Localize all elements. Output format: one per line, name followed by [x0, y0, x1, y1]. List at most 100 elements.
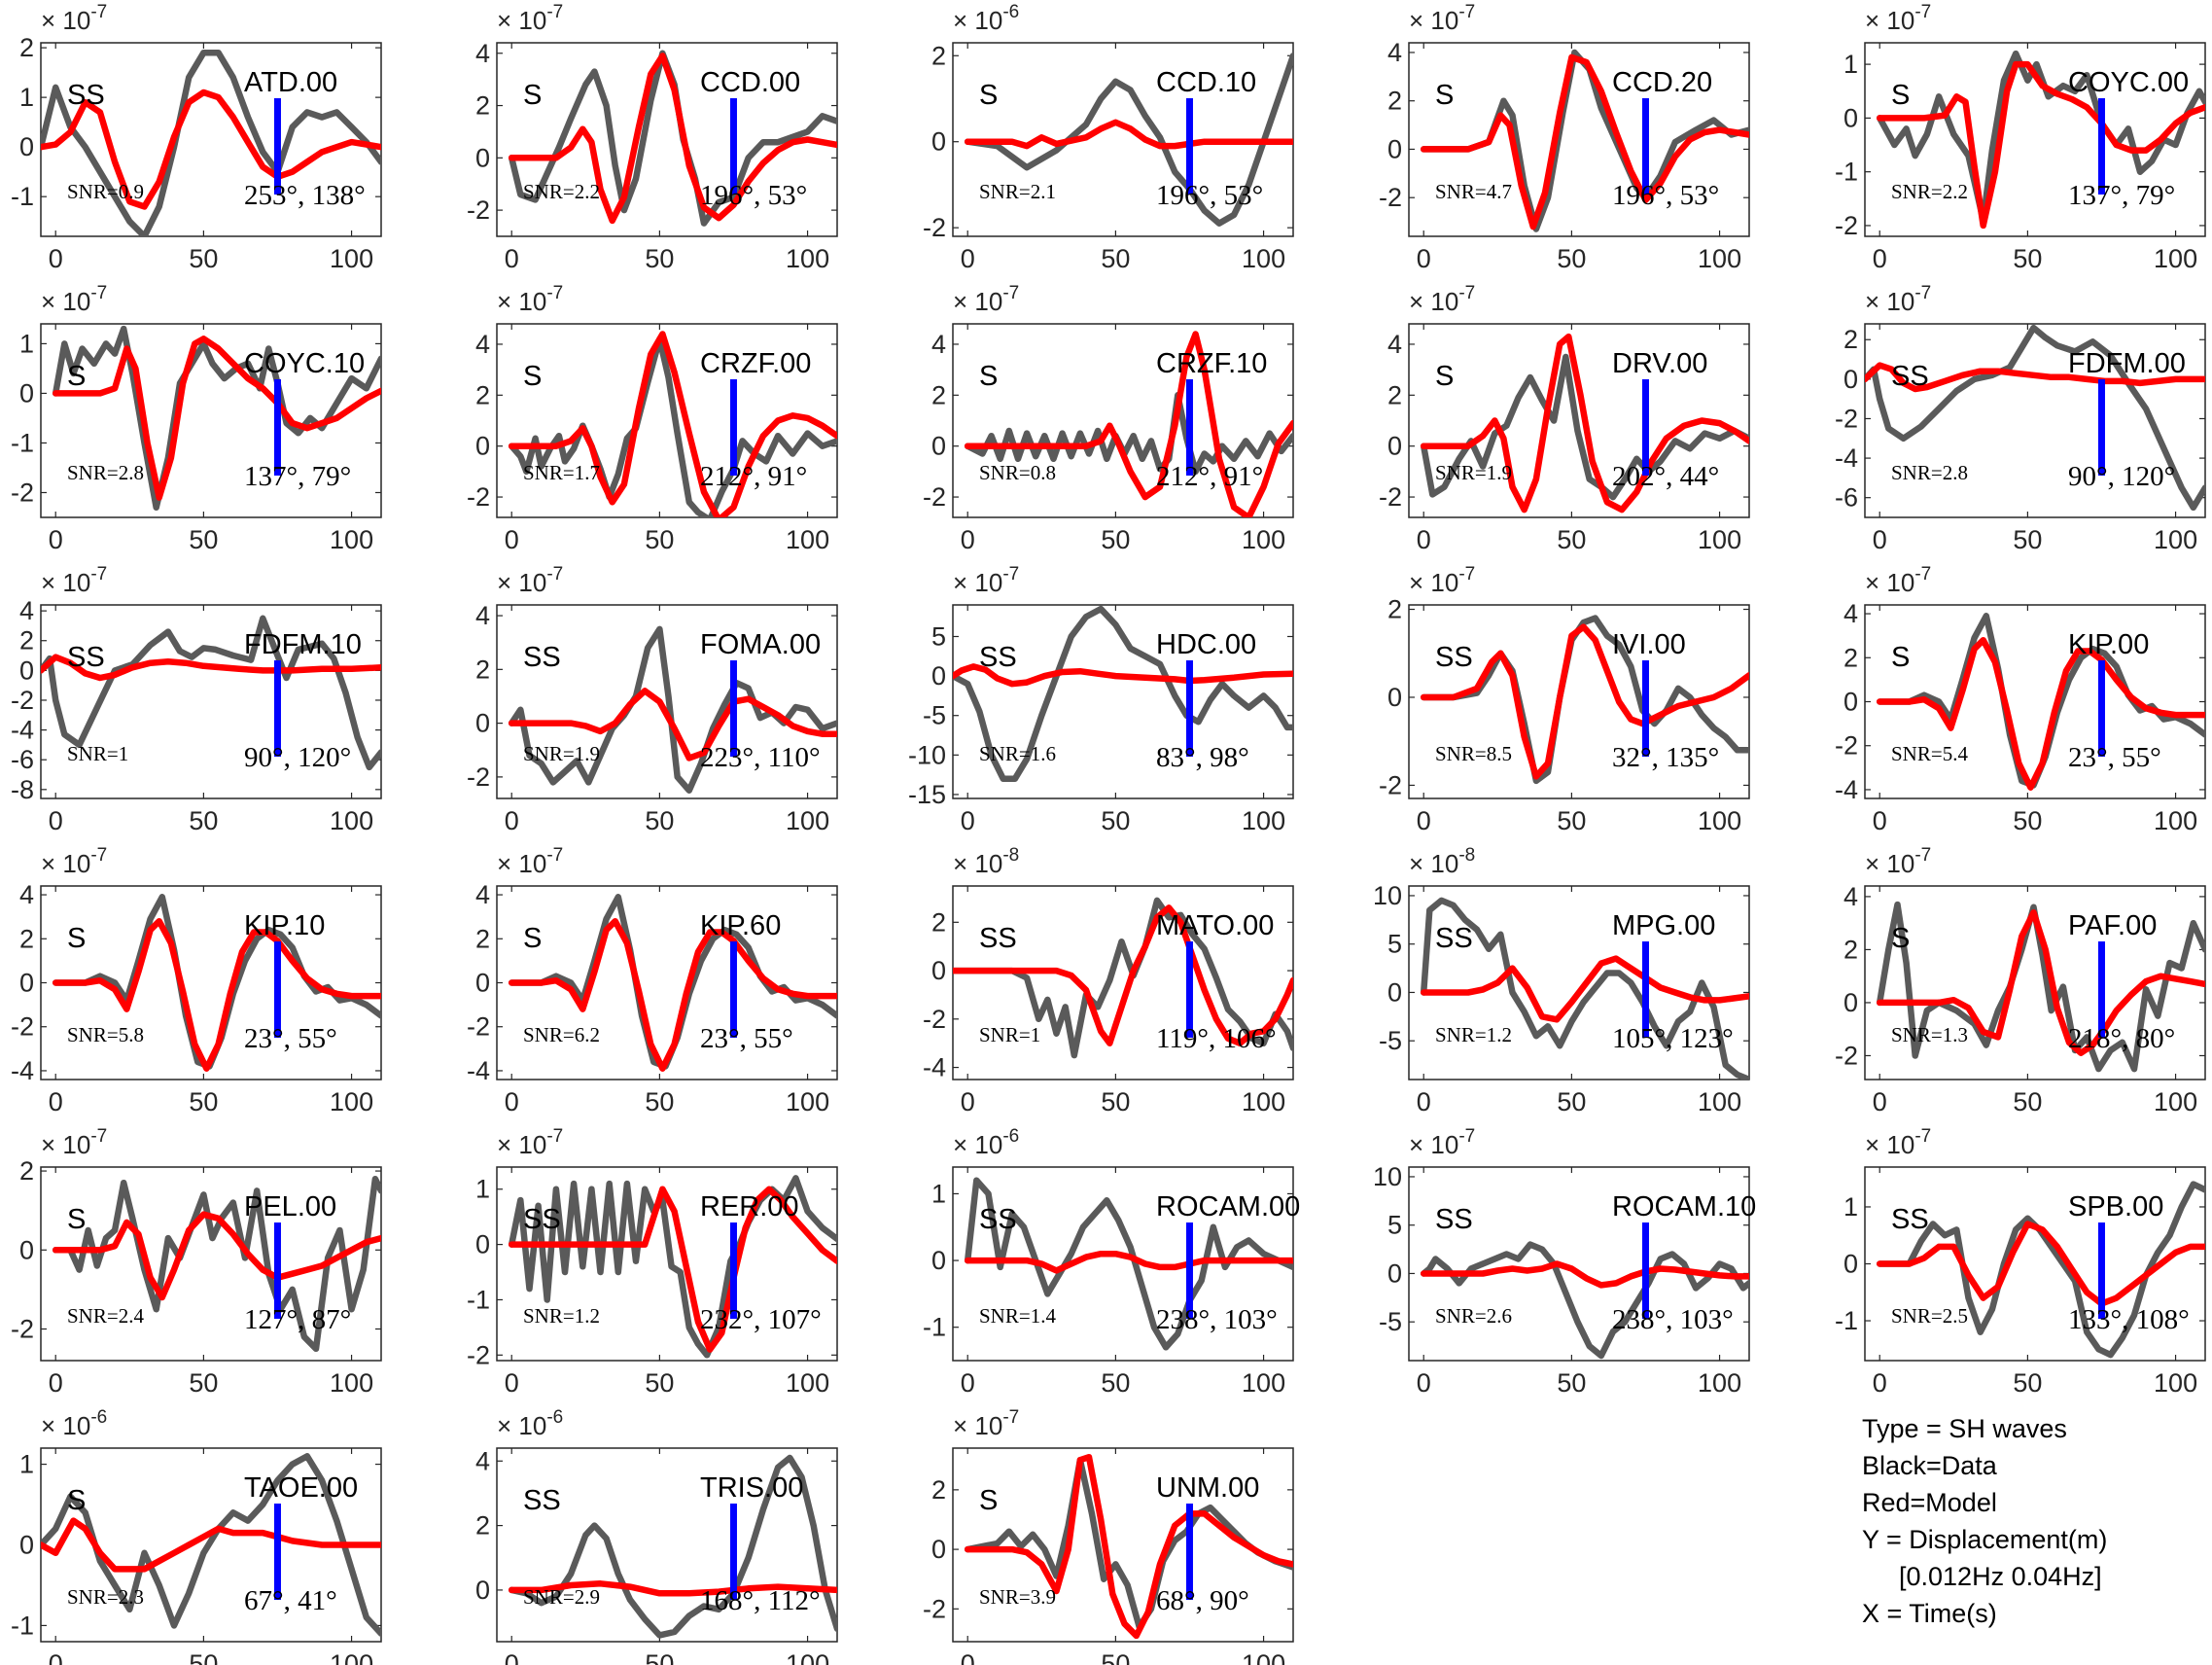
x-tick-label: 0: [1417, 1368, 1431, 1398]
station-label: IVI.00: [1612, 629, 1686, 660]
angles-label: 105°, 123°: [1612, 1023, 1734, 1054]
panel-unm-00: 0 50 100 -2 0 2 × 10-7 S UNM.00 SNR=3.9 68°, 90°: [923, 1407, 1294, 1665]
station-label: UNM.00: [1156, 1472, 1259, 1504]
x-tick-label: 50: [1557, 525, 1586, 554]
x-tick-label: 50: [1557, 244, 1586, 273]
y-exponent-label: × 10-7: [41, 564, 107, 597]
y-exponent-label: × 10-7: [1409, 2, 1475, 35]
snr-label: SNR=2.2: [1891, 180, 1968, 203]
axes-box: [1864, 42, 2206, 237]
x-tick-label: 100: [1698, 244, 1741, 273]
y-tick-label: -1: [11, 428, 34, 457]
data-trace: [508, 1454, 837, 1639]
panel-kip-00: 0 50 100 -4 -2 0 2 4× 10-7 S KIP.00 SNR=5.4 23°, 55…: [1835, 564, 2206, 835]
station-label: CCD.10: [1156, 67, 1256, 98]
phase-label: S: [67, 923, 86, 954]
station-label: ROCAM.00: [1156, 1191, 1300, 1222]
y-tick-label: -4: [11, 716, 34, 745]
y-tick-label: 5: [1387, 930, 1402, 959]
station-label: CCD.00: [700, 67, 800, 98]
y-exponent-label: × 10-7: [953, 283, 1019, 316]
y-tick-label: 10: [1373, 881, 1402, 910]
station-label: HDC.00: [1156, 629, 1256, 660]
phase-label: S: [1891, 642, 1910, 673]
panel-hdc-00: 0 50 100 -15 -10 -5 0 5× 10-7 SS HDC.00 SNR=1.6 83°…: [908, 564, 1294, 835]
data-trace: [52, 325, 381, 512]
data-trace: [1420, 353, 1749, 501]
x-tick-label: 0: [1873, 525, 1887, 554]
y-tick-label: -5: [923, 701, 946, 730]
phase-label: SS: [1891, 1204, 1929, 1235]
phase-label: S: [1435, 361, 1454, 392]
axes-box: [1408, 323, 1750, 518]
x-tick-label: 0: [961, 244, 975, 273]
y-tick-label: 0: [19, 1235, 34, 1264]
station-label: KIP.60: [700, 910, 781, 941]
y-tick-label: -2: [467, 1012, 490, 1042]
model-trace: [52, 336, 381, 501]
x-tick-label: 100: [2154, 244, 2197, 273]
snr-label: SNR=2.6: [1435, 1304, 1512, 1328]
axes-box: [496, 323, 838, 518]
y-exponent-label: × 10-7: [41, 2, 107, 35]
x-tick-label: 50: [2013, 244, 2042, 273]
phase-label: S: [523, 361, 542, 392]
y-tick-label: 4: [19, 880, 34, 909]
y-tick-label: 2: [1387, 595, 1402, 624]
model-trace: [41, 1517, 381, 1573]
angles-label: 127°, 87°: [244, 1304, 351, 1335]
x-tick-label: 0: [49, 1368, 63, 1398]
y-tick-label: -4: [467, 1056, 490, 1085]
y-exponent-label: × 10-7: [41, 845, 107, 878]
y-tick-label: 2: [475, 655, 490, 684]
y-tick-label: 0: [19, 655, 34, 685]
axes-box: [952, 1447, 1294, 1643]
station-label: SPB.00: [2068, 1191, 2163, 1222]
x-tick-label: 50: [189, 1368, 218, 1398]
y-tick-label: 0: [1843, 688, 1858, 717]
panel-foma-00: 0 50 100 -2 0 2 4× 10-7 SS FOMA.00 SNR=1.9 223°, 1…: [467, 564, 838, 835]
y-tick-label: -2: [1835, 1041, 1858, 1070]
snr-label: SNR=8.5: [1435, 742, 1512, 765]
data-trace: [41, 615, 381, 771]
snr-label: SNR=1: [67, 742, 128, 765]
model-trace: [953, 663, 1293, 688]
angles-label: 23°, 55°: [244, 1023, 337, 1054]
y-tick-label: -6: [1835, 483, 1858, 513]
x-tick-label: 0: [49, 1087, 63, 1116]
y-tick-label: 4: [475, 1446, 490, 1475]
station-label: KIP.00: [2068, 629, 2149, 660]
panel-fdfm-00: 0 50 100 -6 -4 -2 0 2× 10-7 SS FDFM.00 SNR=2.8 90°,…: [1835, 283, 2206, 554]
panel-coyc-10: 0 50 100 -2 -1 0 1× 10-7 S COYC.10 SNR=2.8 137°, 7…: [11, 283, 382, 554]
station-label: COYC.10: [244, 348, 365, 379]
model-trace: [52, 1211, 381, 1301]
snr-label: SNR=5.8: [67, 1023, 144, 1046]
x-tick-label: 100: [1698, 525, 1741, 554]
legend: Type = SH waves Black=Data Red=Model Y =…: [1862, 1410, 2193, 1632]
angles-label: 223°, 110°: [700, 742, 821, 773]
y-tick-label: 0: [19, 132, 34, 161]
angles-label: 137°, 79°: [244, 461, 351, 492]
y-tick-label: 1: [475, 1175, 490, 1204]
x-tick-label: 100: [1242, 1368, 1285, 1398]
y-tick-label: -2: [467, 482, 490, 512]
legend-x: X = Time(s): [1862, 1599, 1997, 1628]
y-exponent-label: × 10-8: [1409, 845, 1475, 878]
angles-label: 196°, 53°: [700, 180, 807, 211]
station-label: FOMA.00: [700, 629, 821, 660]
phase-label: SS: [1891, 361, 1929, 392]
panel-rocam-00: 0 50 100 -1 0 1× 10-6 SS ROCAM.00 SNR=1.4 238°, 1…: [923, 1126, 1300, 1398]
x-tick-label: 50: [189, 1087, 218, 1116]
y-exponent-label: × 10-7: [1865, 1126, 1931, 1159]
snr-label: SNR=1.6: [979, 742, 1056, 765]
y-tick-label: 0: [1387, 432, 1402, 461]
y-tick-label: -8: [11, 775, 34, 804]
model-trace: [964, 119, 1293, 150]
model-trace: [1420, 53, 1749, 230]
y-tick-label: 1: [19, 1450, 34, 1479]
station-label: FDFM.00: [2068, 348, 2186, 379]
snr-label: SNR=0.9: [67, 180, 144, 203]
model-trace: [1420, 1260, 1749, 1289]
